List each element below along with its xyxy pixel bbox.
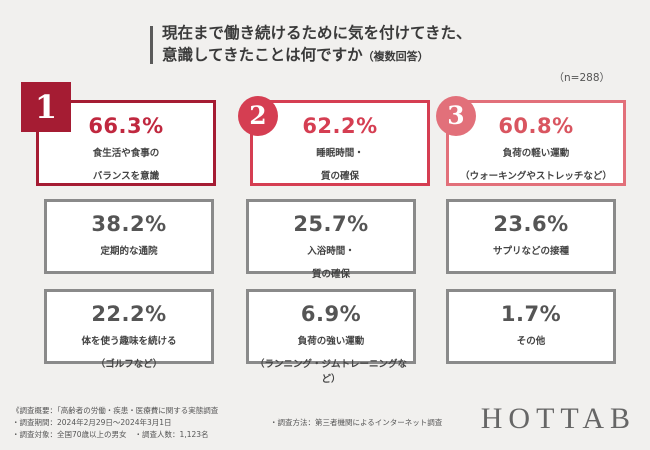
item-label-line2: 質の確保 xyxy=(320,171,359,182)
item-label-line1: 負荷の軽い運動 xyxy=(502,148,570,159)
survey-period: ・調査期間：2024年2月29日～2024年3月1日 xyxy=(12,418,172,427)
item-label-line2: バランスを意識 xyxy=(92,171,160,182)
item-label-line2: （ゴルフなど） xyxy=(95,359,163,370)
survey-count: ・調査人数：1,123名 xyxy=(134,430,209,439)
result-card-rank-9: 1.7% その他 xyxy=(446,289,616,364)
item-label-line2: （ウォーキングやストレッチなど） xyxy=(460,171,612,182)
item-label-line2: （ランニング・ジムトレーニングなど） xyxy=(254,359,407,385)
percentage-label: 1.7% xyxy=(500,302,562,326)
title-note: （複数回答） xyxy=(362,50,429,63)
survey-overview: 《調査概要：「高齢者の労働・疾患・医療費に関する実態調査 ・調査期間：2024年… xyxy=(12,405,218,441)
title-line-2: 意識してきたことは何ですか xyxy=(162,46,363,64)
item-label-line1: 睡眠時間・ xyxy=(316,148,364,159)
page-title: 現在まで働き続けるために気を付けてきた、 意識してきたことは何ですか（複数回答） xyxy=(162,22,622,68)
rank-1-badge: 1 xyxy=(21,82,71,132)
percentage-label: 25.7% xyxy=(293,212,369,236)
title-line-1: 現在まで働き続けるために気を付けてきた、 xyxy=(162,24,472,42)
percentage-label: 22.2% xyxy=(91,302,167,326)
result-card-rank-5: 25.7% 入浴時間・ 質の確保 xyxy=(246,199,416,280)
brand-logo: HOTTAB xyxy=(480,402,636,435)
item-label-line2: 質の確保 xyxy=(311,269,350,280)
percentage-label: 6.9% xyxy=(300,302,362,326)
item-label-line1: 負荷の強い運動 xyxy=(297,336,365,347)
survey-method: ・調査方法：第三者機関によるインターネット調査 xyxy=(270,418,443,427)
rank-3-badge: 3 xyxy=(436,96,476,136)
item-label-line1: 食生活や食事の xyxy=(92,148,160,159)
percentage-label: 62.2% xyxy=(302,114,378,138)
result-card-rank-6: 23.6% サプリなどの接種 xyxy=(446,199,616,274)
result-card-rank-4: 38.2% 定期的な通院 xyxy=(44,199,214,274)
item-label-line1: サプリなどの接種 xyxy=(492,246,569,257)
sample-size: （n=288） xyxy=(553,72,611,84)
result-card-rank-2: 62.2% 睡眠時間・ 質の確保 xyxy=(250,100,430,186)
rank-2-badge: 2 xyxy=(238,96,278,136)
title-accent-bar xyxy=(150,26,153,64)
result-card-rank-8: 6.9% 負荷の強い運動 （ランニング・ジムトレーニングなど） xyxy=(246,289,416,385)
percentage-label: 66.3% xyxy=(88,114,164,138)
percentage-label: 23.6% xyxy=(493,212,569,236)
percentage-label: 60.8% xyxy=(498,114,574,138)
item-label-line1: 定期的な通院 xyxy=(100,246,158,257)
result-card-rank-3: 60.8% 負荷の軽い運動 （ウォーキングやストレッチなど） xyxy=(446,100,626,186)
survey-title: 《調査概要：「高齢者の労働・疾患・医療費に関する実態調査 xyxy=(12,406,219,415)
result-card-rank-7: 22.2% 体を使う趣味を続ける （ゴルフなど） xyxy=(44,289,214,370)
item-label-line1: 入浴時間・ xyxy=(307,246,355,257)
item-label-line1: その他 xyxy=(516,336,546,347)
item-label-line1: 体を使う趣味を続ける xyxy=(81,336,177,347)
survey-target: ・調査対象：全国70歳以上の男女 xyxy=(12,430,127,439)
percentage-label: 38.2% xyxy=(91,212,167,236)
result-card-rank-1: 66.3% 食生活や食事の バランスを意識 xyxy=(36,100,216,186)
